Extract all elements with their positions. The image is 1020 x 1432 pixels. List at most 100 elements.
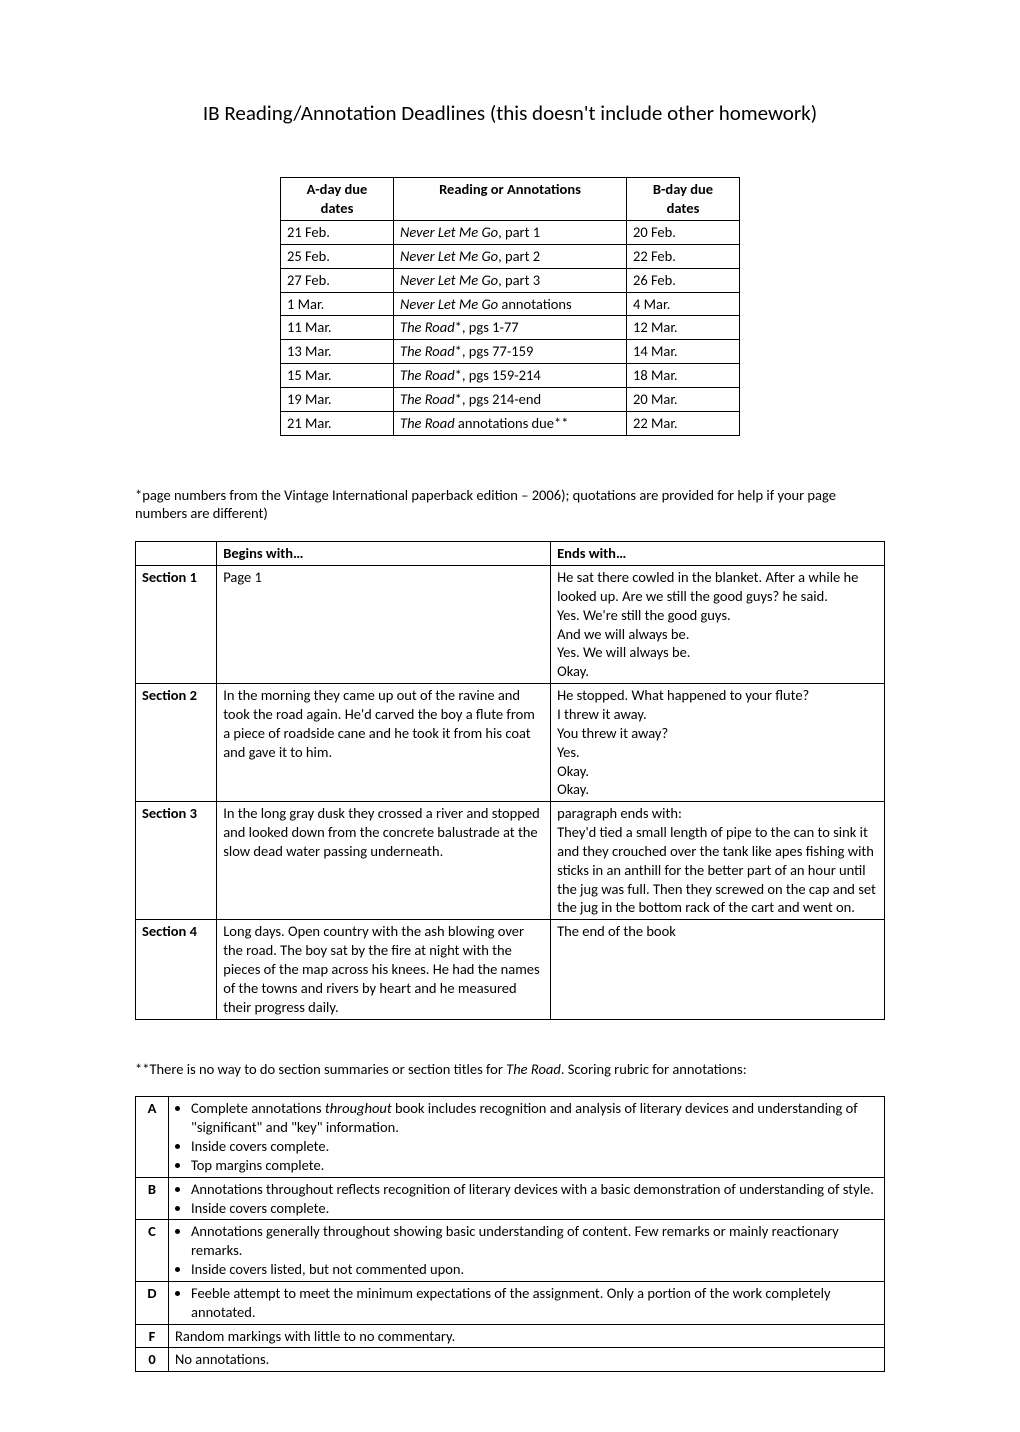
rubric-item: Inside covers complete. (191, 1137, 878, 1156)
ends-line: Yes. (557, 743, 878, 762)
b-day-date: 18 Mar. (627, 364, 740, 388)
rubric-item: Feeble attempt to meet the minimum expec… (191, 1284, 878, 1322)
rubric-grade: C (136, 1220, 169, 1282)
b-day-date: 20 Mar. (627, 387, 740, 411)
ends-line: I threw it away. (557, 705, 878, 724)
section-label: Section 3 (136, 802, 217, 920)
begins-with: In the long gray dusk they crossed a riv… (217, 802, 551, 920)
rubric-grade: D (136, 1281, 169, 1324)
begins-with: Long days. Open country with the ash blo… (217, 920, 551, 1019)
ends-with: The end of the book (551, 920, 885, 1019)
rubric-item: Inside covers listed, but not commented … (191, 1260, 878, 1279)
reading-cell: The Road annotations due** (394, 411, 627, 435)
deadlines-header: A-day duedates (281, 178, 394, 221)
b-day-date: 12 Mar. (627, 316, 740, 340)
table-row: 21 Mar.The Road annotations due**22 Mar. (281, 411, 740, 435)
section-label: Section 2 (136, 684, 217, 802)
reading-cell: The Road*, pgs 77-159 (394, 340, 627, 364)
reading-cell: Never Let Me Go, part 1 (394, 220, 627, 244)
b-day-date: 26 Feb. (627, 268, 740, 292)
rubric-description: Random markings with little to no commen… (169, 1324, 885, 1348)
reading-cell: The Road*, pgs 1-77 (394, 316, 627, 340)
ends-line: And we will always be. (557, 625, 878, 644)
deadlines-header: B-day duedates (627, 178, 740, 221)
ends-line: They'd tied a small length of pipe to th… (557, 823, 878, 917)
a-day-date: 25 Feb. (281, 244, 394, 268)
reading-cell: The Road*, pgs 159-214 (394, 364, 627, 388)
begins-with: Page 1 (217, 566, 551, 684)
table-row: 13 Mar.The Road*, pgs 77-15914 Mar. (281, 340, 740, 364)
section-label: Section 4 (136, 920, 217, 1019)
rubric-description: Feeble attempt to meet the minimum expec… (169, 1281, 885, 1324)
ends-line: paragraph ends with: (557, 804, 878, 823)
footnote-page-numbers: *page numbers from the Vintage Internati… (135, 486, 885, 524)
table-row: C Annotations generally throughout showin… (136, 1220, 885, 1282)
table-row: 19 Mar.The Road*, pgs 214-end20 Mar. (281, 387, 740, 411)
table-row: 27 Feb.Never Let Me Go, part 326 Feb. (281, 268, 740, 292)
sections-header (136, 542, 217, 566)
sections-header: Begins with… (217, 542, 551, 566)
table-row: Section 3In the long gray dusk they cros… (136, 802, 885, 920)
b-day-date: 20 Feb. (627, 220, 740, 244)
rubric-description: Annotations generally throughout showing… (169, 1220, 885, 1282)
rubric-item: Annotations generally throughout showing… (191, 1222, 878, 1260)
ends-line: Okay. (557, 762, 878, 781)
b-day-date: 4 Mar. (627, 292, 740, 316)
note2-post: . Scoring rubric for annotations: (561, 1060, 747, 1078)
a-day-date: 21 Feb. (281, 220, 394, 244)
b-day-date: 22 Feb. (627, 244, 740, 268)
reading-cell: Never Let Me Go, part 3 (394, 268, 627, 292)
rubric-grade: F (136, 1324, 169, 1348)
footnote-rubric: **There is no way to do section summarie… (135, 1060, 885, 1079)
ends-line: Yes. We will always be. (557, 643, 878, 662)
a-day-date: 13 Mar. (281, 340, 394, 364)
a-day-date: 27 Feb. (281, 268, 394, 292)
rubric-grade: B (136, 1177, 169, 1220)
ends-line: The end of the book (557, 922, 878, 941)
a-day-date: 21 Mar. (281, 411, 394, 435)
ends-line: Okay. (557, 662, 878, 681)
table-row: A Complete annotations throughout book in… (136, 1097, 885, 1177)
reading-cell: The Road*, pgs 214-end (394, 387, 627, 411)
page-title: IB Reading/Annotation Deadlines (this do… (135, 100, 885, 127)
rubric-table: A Complete annotations throughout book in… (135, 1096, 885, 1372)
ends-line: Okay. (557, 780, 878, 799)
begins-with: In the morning they came up out of the r… (217, 684, 551, 802)
table-row: 21 Feb.Never Let Me Go, part 120 Feb. (281, 220, 740, 244)
ends-with: paragraph ends with:They'd tied a small … (551, 802, 885, 920)
table-row: 11 Mar.The Road*, pgs 1-7712 Mar. (281, 316, 740, 340)
table-row: Section 2In the morning they came up out… (136, 684, 885, 802)
table-row: B Annotations throughout reflects recogni… (136, 1177, 885, 1220)
ends-line: Yes. We're still the good guys. (557, 606, 878, 625)
ends-with: He stopped. What happened to your flute?… (551, 684, 885, 802)
rubric-description: No annotations. (169, 1348, 885, 1372)
rubric-item: Annotations throughout reflects recognit… (191, 1180, 878, 1199)
table-row: FRandom markings with little to no comme… (136, 1324, 885, 1348)
b-day-date: 14 Mar. (627, 340, 740, 364)
a-day-date: 1 Mar. (281, 292, 394, 316)
ends-line: You threw it away? (557, 724, 878, 743)
deadlines-table: A-day duedatesReading or AnnotationsB-da… (280, 177, 740, 435)
rubric-item: Complete annotations throughout book inc… (191, 1099, 878, 1137)
note2-pre: **There is no way to do section summarie… (135, 1060, 506, 1078)
rubric-grade: 0 (136, 1348, 169, 1372)
a-day-date: 19 Mar. (281, 387, 394, 411)
a-day-date: 11 Mar. (281, 316, 394, 340)
rubric-item: Inside covers complete. (191, 1199, 878, 1218)
table-row: 0No annotations. (136, 1348, 885, 1372)
rubric-grade: A (136, 1097, 169, 1177)
sections-table: Begins with…Ends with… Section 1Page 1He… (135, 541, 885, 1019)
a-day-date: 15 Mar. (281, 364, 394, 388)
table-row: D Feeble attempt to meet the minimum expe… (136, 1281, 885, 1324)
reading-cell: Never Let Me Go annotations (394, 292, 627, 316)
table-row: 1 Mar.Never Let Me Go annotations4 Mar. (281, 292, 740, 316)
table-row: 15 Mar.The Road*, pgs 159-21418 Mar. (281, 364, 740, 388)
rubric-item: Top margins complete. (191, 1156, 878, 1175)
rubric-description: Complete annotations throughout book inc… (169, 1097, 885, 1177)
table-row: Section 1Page 1He sat there cowled in th… (136, 566, 885, 684)
ends-with: He sat there cowled in the blanket. Afte… (551, 566, 885, 684)
table-row: 25 Feb.Never Let Me Go, part 222 Feb. (281, 244, 740, 268)
table-row: Section 4Long days. Open country with th… (136, 920, 885, 1019)
ends-line: He stopped. What happened to your flute? (557, 686, 878, 705)
deadlines-header: Reading or Annotations (394, 178, 627, 221)
